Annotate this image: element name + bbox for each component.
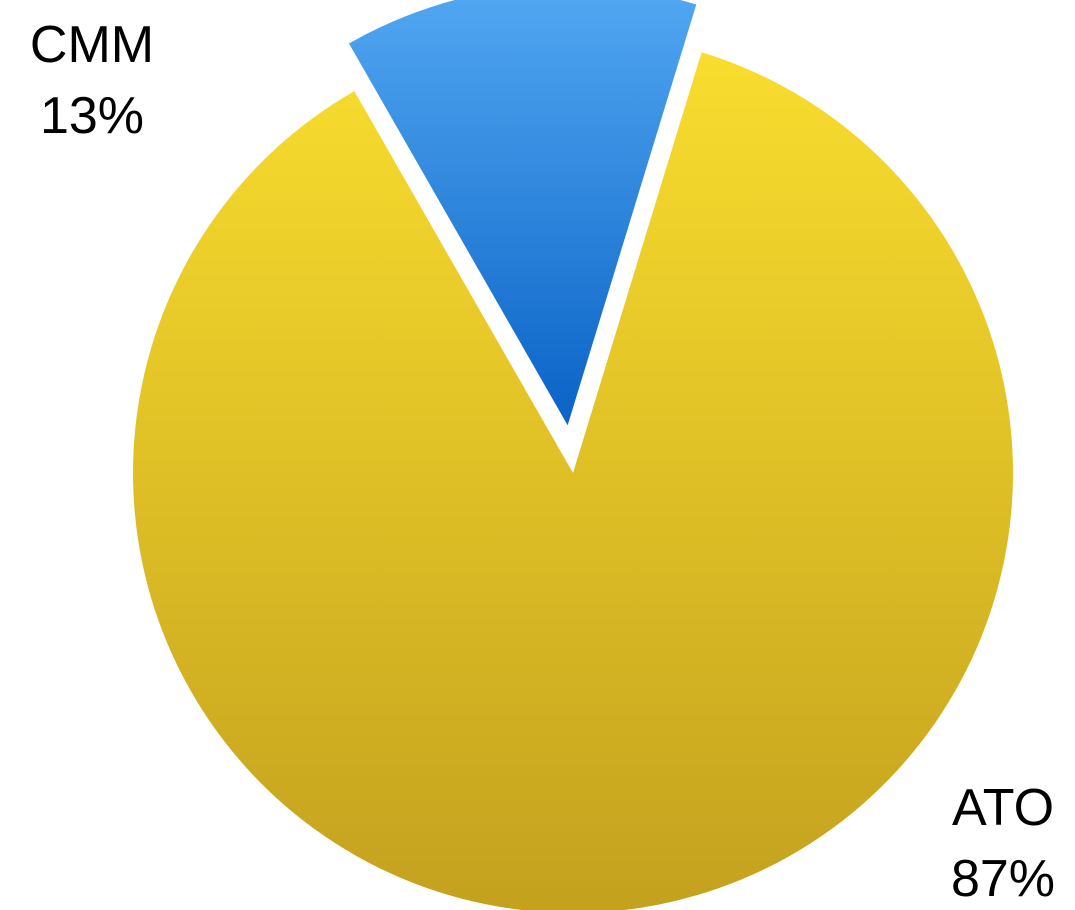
slice-label-cmm-name: CMM	[30, 16, 154, 74]
slice-label-ato-value: 87%	[951, 850, 1055, 908]
pie-slice-ato	[133, 52, 1013, 910]
slice-label-ato-name: ATO	[952, 779, 1054, 837]
pie-slice-cmm	[348, 0, 697, 426]
slice-label-cmm-value: 13%	[40, 87, 144, 145]
